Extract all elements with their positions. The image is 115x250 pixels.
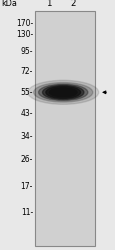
Ellipse shape — [53, 89, 72, 95]
Ellipse shape — [42, 85, 83, 100]
Ellipse shape — [45, 86, 80, 98]
Text: 170-: 170- — [16, 18, 33, 28]
Text: 72-: 72- — [20, 67, 33, 76]
Ellipse shape — [27, 80, 98, 104]
Ellipse shape — [33, 82, 92, 102]
Text: 1: 1 — [46, 0, 51, 8]
Text: 34-: 34- — [20, 132, 33, 141]
Bar — [34, 11, 94, 246]
Text: 55-: 55- — [20, 88, 33, 97]
Text: 43-: 43- — [20, 109, 33, 118]
Text: 130-: 130- — [16, 30, 33, 39]
Text: 2: 2 — [70, 0, 75, 8]
Text: kDa: kDa — [1, 0, 17, 8]
Text: 17-: 17- — [20, 182, 33, 191]
Text: 26-: 26- — [20, 155, 33, 164]
Text: 11-: 11- — [21, 208, 33, 217]
Ellipse shape — [38, 84, 87, 100]
Text: 95-: 95- — [20, 47, 33, 56]
Ellipse shape — [49, 88, 76, 97]
